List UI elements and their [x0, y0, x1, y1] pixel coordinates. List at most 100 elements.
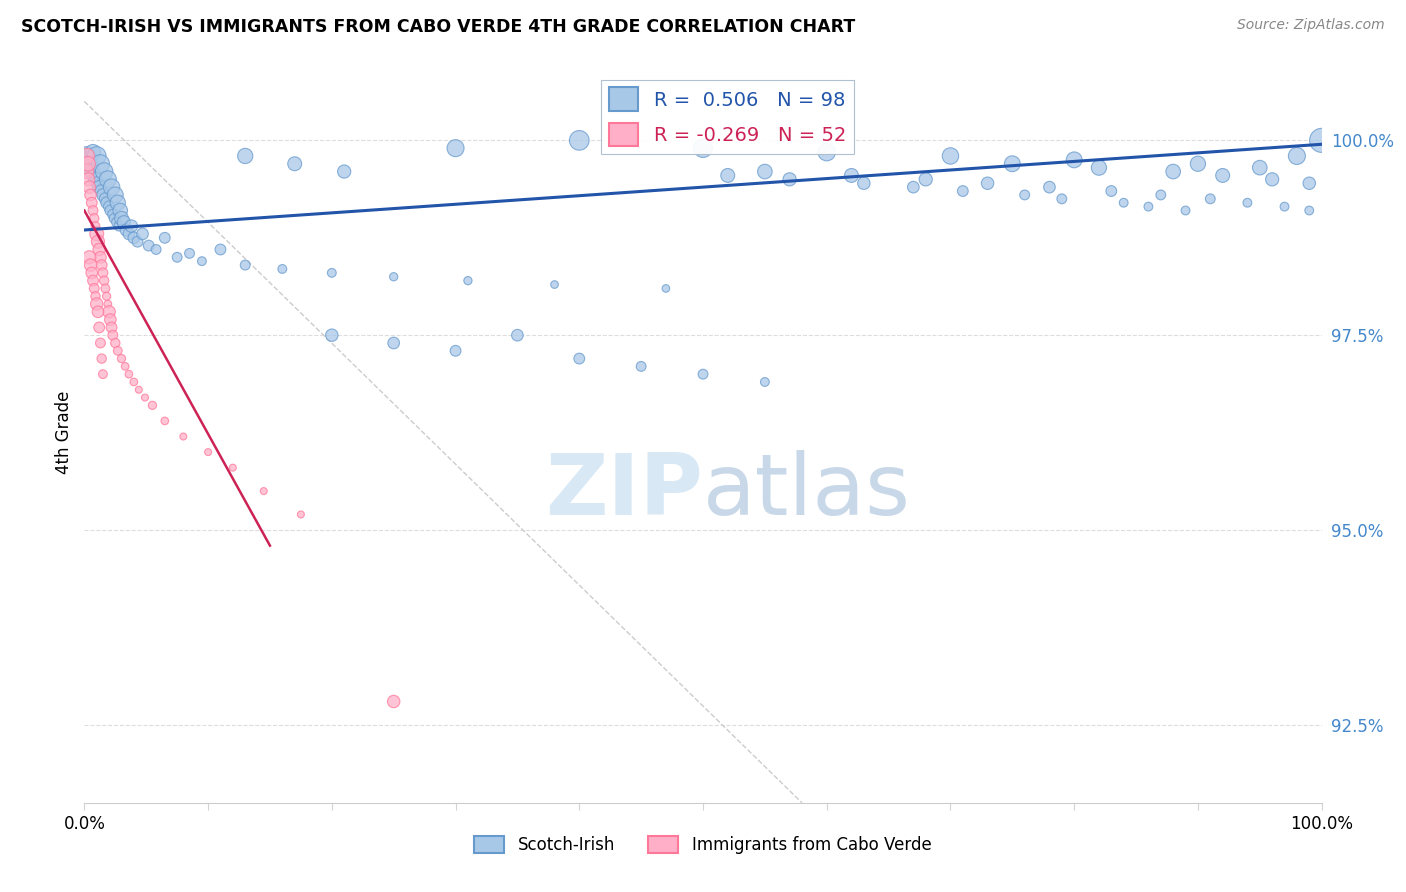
Point [1285, 149, 1308, 163]
Point [89, 336, 111, 351]
Point [1063, 153, 1085, 167]
Point [86, 227, 108, 241]
Point [127, 235, 149, 249]
Point [82, 203, 104, 218]
Point [153, 231, 176, 245]
Point [179, 246, 201, 260]
Point [138, 238, 160, 252]
Point [841, 169, 863, 183]
Point [96, 289, 118, 303]
Point [83, 211, 105, 226]
Point [98, 312, 121, 326]
Point [77, 172, 100, 186]
Point [100, 180, 122, 194]
Point [83, 281, 105, 295]
Point [233, 149, 256, 163]
Point [98, 305, 121, 319]
Point [253, 484, 276, 499]
Point [655, 281, 678, 295]
Point [79, 250, 101, 264]
Point [98, 203, 121, 218]
Point [87, 305, 110, 319]
Point [84, 172, 107, 186]
Point [91, 266, 114, 280]
Point [1174, 203, 1197, 218]
Point [976, 176, 998, 190]
Point [1112, 195, 1135, 210]
Point [1274, 200, 1296, 214]
Point [79, 188, 101, 202]
Point [87, 176, 110, 190]
Point [98, 200, 121, 214]
Point [90, 184, 112, 198]
Point [103, 211, 125, 226]
Point [89, 157, 111, 171]
Point [118, 367, 141, 381]
Point [321, 328, 343, 343]
Text: Source: ZipAtlas.com: Source: ZipAtlas.com [1237, 18, 1385, 32]
Point [89, 320, 111, 334]
Point [209, 243, 232, 257]
Point [444, 141, 467, 155]
Point [754, 375, 776, 389]
Point [506, 328, 529, 343]
Point [97, 297, 120, 311]
Point [90, 351, 112, 366]
Point [166, 250, 188, 264]
Point [115, 223, 138, 237]
Point [94, 281, 117, 295]
Point [80, 164, 103, 178]
Point [80, 195, 103, 210]
Point [939, 149, 962, 163]
Point [1150, 188, 1173, 202]
Point [630, 359, 652, 374]
Point [84, 219, 107, 233]
Point [77, 153, 100, 167]
Point [903, 180, 925, 194]
Point [382, 694, 405, 708]
Point [1137, 200, 1160, 214]
Point [1161, 164, 1184, 178]
Point [444, 343, 467, 358]
Point [145, 243, 167, 257]
Text: ZIP: ZIP [546, 450, 703, 533]
Point [543, 277, 565, 292]
Point [77, 157, 100, 171]
Legend: Scotch-Irish, Immigrants from Cabo Verde: Scotch-Irish, Immigrants from Cabo Verde [468, 830, 938, 861]
Point [110, 211, 132, 226]
Point [79, 161, 101, 175]
Point [1038, 180, 1060, 194]
Point [90, 258, 112, 272]
Point [290, 508, 312, 522]
Text: atlas: atlas [703, 450, 911, 533]
Point [87, 235, 110, 249]
Point [271, 262, 294, 277]
Y-axis label: 4th Grade: 4th Grade [55, 391, 73, 475]
Point [76, 164, 98, 178]
Point [118, 227, 141, 241]
Point [122, 231, 145, 245]
Point [1014, 188, 1036, 202]
Point [333, 164, 356, 178]
Point [89, 243, 111, 257]
Point [86, 297, 108, 311]
Point [717, 169, 740, 183]
Point [93, 164, 115, 178]
Point [107, 195, 129, 210]
Point [952, 184, 974, 198]
Point [153, 414, 176, 428]
Point [191, 254, 214, 268]
Point [128, 383, 150, 397]
Point [122, 375, 145, 389]
Point [382, 269, 405, 284]
Point [108, 219, 131, 233]
Point [105, 215, 128, 229]
Point [80, 266, 103, 280]
Point [79, 258, 101, 272]
Point [568, 351, 591, 366]
Point [1187, 157, 1209, 171]
Point [96, 195, 118, 210]
Point [114, 359, 136, 374]
Point [101, 207, 124, 221]
Point [100, 320, 122, 334]
